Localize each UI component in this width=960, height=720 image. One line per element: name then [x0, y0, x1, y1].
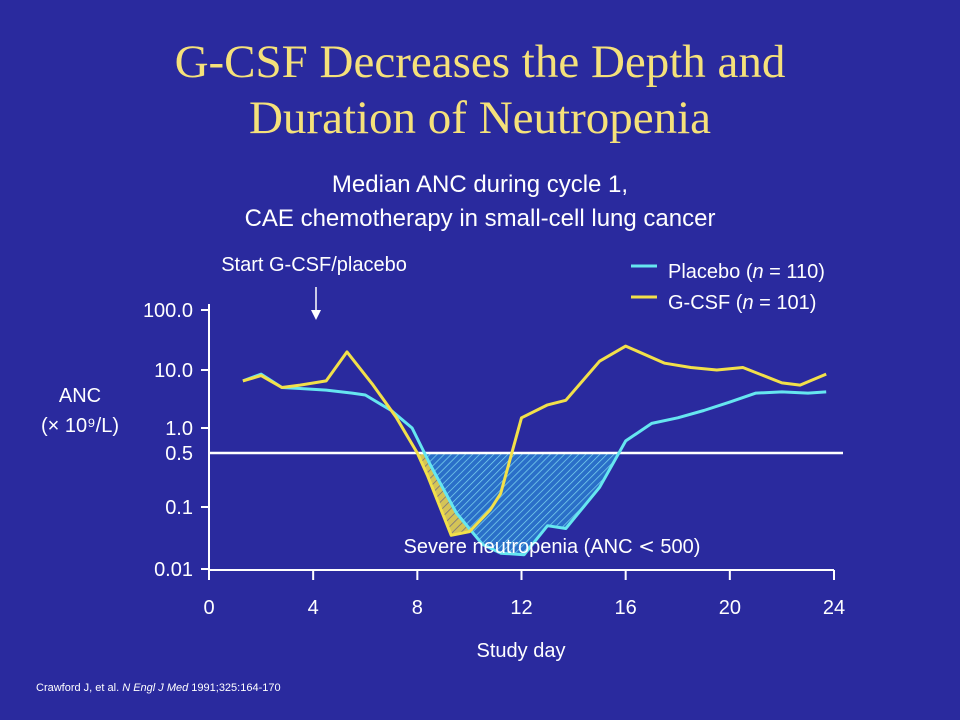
- x-tick-label: 0: [203, 597, 214, 619]
- x-tick-label: 16: [615, 597, 637, 619]
- y-axis-label-line-2: (× 10⁹/L): [41, 415, 119, 437]
- y-tick-label: 1.0: [165, 418, 193, 440]
- y-tick-label: 0.1: [165, 497, 193, 519]
- legend-label-gcsf: G-CSF (n = 101): [668, 292, 816, 314]
- y-ticks: 0.01 0.1 0.5 1.0 10.0 100.0: [143, 300, 209, 581]
- y-axis-label-line-1: ANC: [59, 385, 101, 407]
- title-line-2: Duration of Neutropenia: [248, 92, 711, 144]
- series-line-gcsf: [242, 344, 827, 537]
- subtitle-line-1: Median ANC during cycle 1,: [331, 171, 629, 198]
- series-line-placebo: [242, 372, 827, 557]
- x-tick-label: 4: [308, 597, 319, 619]
- y-tick-label: 0.5: [165, 443, 193, 465]
- legend-label-placebo: Placebo (n = 110): [668, 261, 825, 283]
- start-annotation-label: Start G-CSF/placebo: [221, 254, 407, 276]
- title-line-1: G-CSF Decreases the Depth and: [174, 36, 786, 88]
- y-tick-label: 0.01: [154, 559, 193, 581]
- start-arrow-icon: [311, 287, 321, 320]
- severe-neutropenia-label: Severe neutropenia (ANC < 500): [404, 534, 701, 558]
- x-tick-label: 20: [719, 597, 741, 619]
- x-tick-label: 24: [823, 597, 845, 619]
- y-tick-label: 100.0: [143, 300, 193, 322]
- x-tick-label: 12: [510, 597, 532, 619]
- subtitle-line-2: CAE chemotherapy in small-cell lung canc…: [244, 205, 716, 232]
- x-tick-label: 8: [412, 597, 423, 619]
- x-ticks: 0 4 8 12 16 20 24: [203, 570, 845, 619]
- slide-title: G-CSF Decreases the Depth and Duration o…: [0, 34, 960, 146]
- x-axis-label: Study day: [477, 640, 566, 662]
- y-tick-label: 10.0: [154, 360, 193, 382]
- legend: Placebo (n = 110) G-CSF (n = 101): [631, 261, 825, 314]
- citation: Crawford J, et al. N Engl J Med 1991;325…: [36, 682, 281, 694]
- chart-subtitle: Median ANC during cycle 1, CAE chemother…: [0, 168, 960, 236]
